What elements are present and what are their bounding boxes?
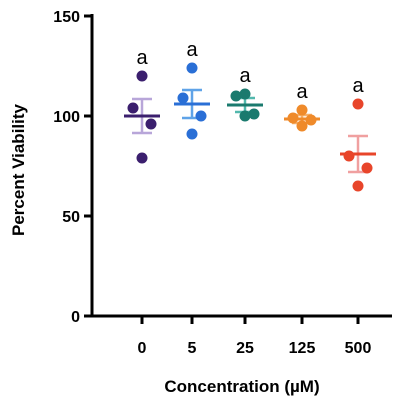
data-point bbox=[186, 62, 198, 74]
x-tick-label: 500 bbox=[345, 340, 372, 357]
group-125: a bbox=[284, 81, 320, 132]
y-tick-label: 100 bbox=[53, 109, 80, 126]
data-point bbox=[195, 110, 207, 122]
y-axis-title: Percent Viability bbox=[9, 103, 28, 236]
data-point bbox=[136, 152, 148, 164]
data-point bbox=[287, 112, 299, 124]
y-tick-label: 50 bbox=[62, 209, 80, 226]
data-point bbox=[305, 114, 317, 126]
chart-marks: a a a a a bbox=[124, 39, 376, 192]
x-tick-label: 25 bbox=[236, 340, 254, 357]
x-axis-title: Concentration (µM) bbox=[164, 377, 319, 396]
data-point bbox=[136, 70, 148, 82]
data-point bbox=[296, 120, 308, 132]
y-tick-label: 0 bbox=[71, 309, 80, 326]
x-tick-label: 125 bbox=[289, 340, 316, 357]
y-tick-label: 150 bbox=[53, 9, 80, 26]
x-axis: 0 5 25 125 500 bbox=[91, 314, 392, 357]
data-point bbox=[352, 180, 364, 192]
data-point bbox=[361, 162, 373, 174]
data-point bbox=[239, 110, 251, 122]
data-point bbox=[127, 102, 139, 114]
data-point bbox=[352, 98, 364, 110]
x-tick-label: 0 bbox=[138, 340, 147, 357]
x-tick-label: 5 bbox=[188, 340, 197, 357]
data-point bbox=[145, 118, 157, 130]
significance-letter: a bbox=[352, 75, 364, 97]
y-axis: 0 50 100 150 bbox=[53, 9, 94, 326]
data-point bbox=[186, 128, 198, 140]
significance-letter: a bbox=[296, 81, 308, 103]
data-point bbox=[343, 150, 355, 162]
group-5: a bbox=[174, 39, 210, 140]
data-point bbox=[296, 104, 308, 116]
data-point bbox=[248, 108, 260, 120]
data-point bbox=[177, 92, 189, 104]
significance-letter: a bbox=[186, 39, 198, 61]
group-0: a bbox=[124, 47, 160, 164]
data-point bbox=[239, 88, 251, 100]
significance-letter: a bbox=[239, 65, 251, 87]
significance-letter: a bbox=[136, 47, 148, 69]
group-25: a bbox=[227, 65, 263, 122]
group-500: a bbox=[340, 75, 376, 192]
data-point bbox=[230, 90, 242, 102]
